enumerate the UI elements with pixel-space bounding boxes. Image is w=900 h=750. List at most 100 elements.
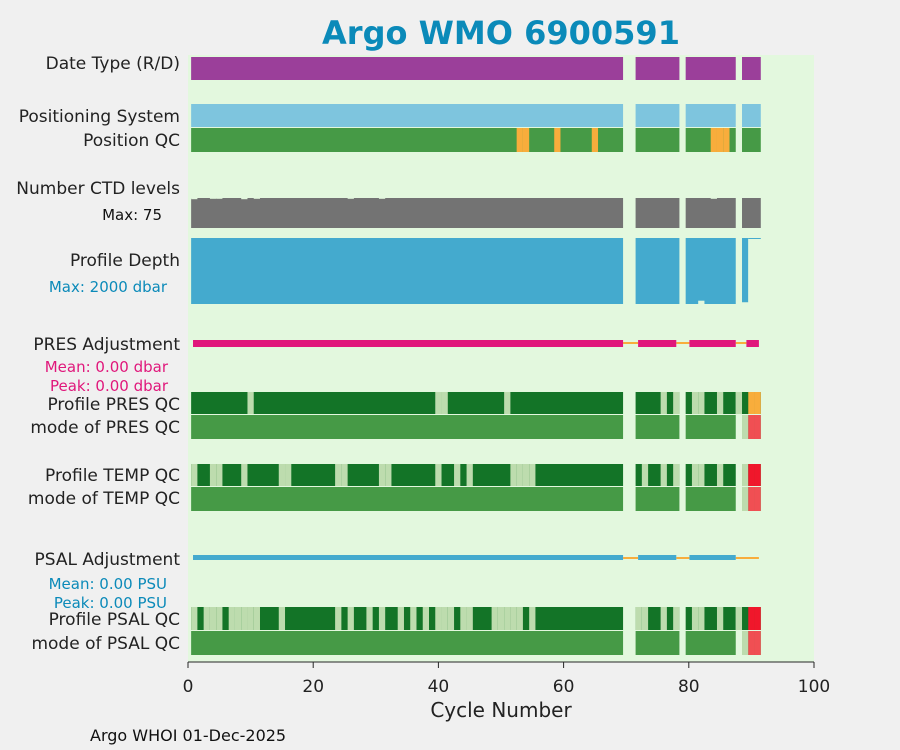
adjust-gap [623,557,639,559]
qc-light-cell [441,392,448,414]
qc-light-cell [247,607,254,630]
qc-bad-cell [754,464,761,486]
psal-mean-label: Mean: 0.00 PSU [49,575,167,593]
qc-light-cell [516,607,523,630]
qc-bad-cell [748,607,755,630]
qc-light-cell [673,392,680,414]
qc-light-cell [641,607,649,630]
qc-light-cell [397,607,404,630]
qc-light-cell [529,464,536,486]
qc-light-cell [510,464,517,486]
qc-light-cell [673,607,680,630]
row-7-bar [191,415,624,439]
row-4-bar [635,238,680,304]
qc-light-cell [504,392,511,414]
qc-light-cell [335,464,342,486]
row-0-bar [191,57,624,80]
reduced-levels-notch [216,196,223,199]
qc-light-cell [466,607,473,630]
qc-bad-cell [748,487,755,511]
qc-light-cell [209,607,217,630]
qc-light-cell [698,392,705,414]
adjust-gap [735,342,747,344]
qc-light-cell [635,607,642,630]
qc-light-cell [191,464,198,486]
qc-light-cell [253,607,260,630]
qc-light-cell [191,607,198,630]
qc-light-cell [691,464,699,486]
qc-bad-cell [748,631,755,655]
qc-light-cell [529,607,536,630]
qc-light-cell [203,607,210,630]
reduced-levels-notch [378,196,386,199]
row-2-bar [742,128,761,152]
qc-bad-cell [748,415,755,439]
qc-light-cell [209,464,217,486]
qc-light-cell [698,464,705,486]
qc-light-cell [516,464,523,486]
reduced-levels-notch [241,196,248,200]
x-tick-label: 0 [183,677,194,697]
row-1-bar [685,104,736,127]
qc-flag-cell [516,128,523,152]
plot-area [188,55,814,662]
row-8-bar [191,464,624,486]
row-label-3: Number CTD levels [16,179,180,199]
partial-depth-bar [698,238,705,301]
row-12-bar [191,631,624,655]
qc-light-cell [691,392,699,414]
x-axis-ticks: 0 20 40 60 80 100 [183,662,830,697]
adjust-gap [676,342,690,344]
row-4-bar [685,238,736,304]
row-10-bar [638,555,677,560]
psal-peak-label: Peak: 0.00 PSU [54,594,167,612]
row-label-6: Profile PRES QC [47,395,180,415]
footer-credit: Argo WHOI 01-Dec-2025 [90,726,286,745]
x-tick-label: 20 [302,677,324,697]
row-0-bar [635,57,680,80]
row-5-bar [193,340,624,347]
row-label-0: Date Type (R/D) [46,54,180,74]
qc-light-cell [366,607,373,630]
reduced-levels-notch [347,196,354,199]
qc-light-cell [504,607,511,630]
qc-light-cell [335,607,342,630]
row-2-bar [635,128,680,152]
qc-light-cell [641,464,649,486]
row-0-bar [742,57,761,80]
qc-light-cell [716,392,724,414]
row-6-bar [635,392,680,414]
qc-flag-cell [723,128,730,152]
qc-light-cell [491,607,498,630]
x-tick-label: 40 [428,677,450,697]
qc-light-cell [742,487,749,511]
row-1-bar [635,104,680,127]
row-9-bar [191,487,624,511]
qc-light-cell [441,607,448,630]
qc-light-cell [241,464,248,486]
qc-light-cell [742,415,749,439]
timeline-bars [191,57,761,655]
row-label-12: mode of PSAL QC [31,634,180,654]
qc-light-cell [378,464,386,486]
x-tick-label: 80 [678,677,700,697]
qc-light-cell [228,607,235,630]
row-label-9: mode of TEMP QC [28,489,180,509]
row-label-10: PSAL Adjustment [35,550,181,570]
pres-mean-label: Mean: 0.00 dbar [45,358,169,376]
row-labels: Date Type (R/D) Positioning System Positio… [16,54,180,654]
qc-bad-cell [754,607,761,630]
row-label-5: PRES Adjustment [33,335,180,355]
qc-light-cell [660,607,667,630]
qc-flag-cell [554,128,561,152]
row-0-bar [685,57,736,80]
qc-bad-cell [748,464,755,486]
reduced-levels-notch [710,196,717,199]
qc-light-cell [466,464,473,486]
qc-bad-cell [754,415,761,439]
qc-light-cell [347,607,354,630]
qc-light-cell [742,464,749,486]
qc-light-cell [447,607,455,630]
qc-light-cell [278,464,286,486]
qc-light-cell [385,464,392,486]
